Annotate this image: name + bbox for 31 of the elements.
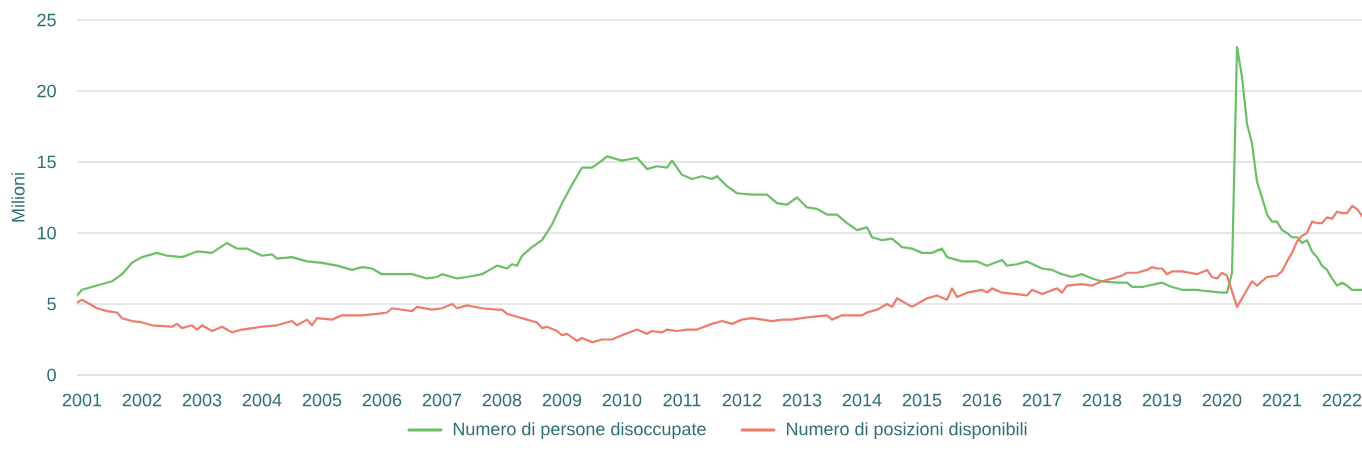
x-tick-label: 2005 <box>302 393 342 407</box>
y-tick-label: 0 <box>47 368 56 382</box>
x-tick-label: 2014 <box>842 393 882 407</box>
y-tick-label: 15 <box>37 155 56 169</box>
x-tick-label: 2018 <box>1082 393 1122 407</box>
y-tick-label: 5 <box>47 297 56 311</box>
y-axis-title: Milioni <box>11 173 25 222</box>
x-tick-label: 2004 <box>242 393 282 407</box>
x-tick-label: 2015 <box>902 393 942 407</box>
x-tick-label: 2016 <box>962 393 1002 407</box>
x-tick-label: 2010 <box>602 393 642 407</box>
x-tick-label: 2007 <box>422 393 462 407</box>
x-tick-label: 2019 <box>1142 393 1182 407</box>
x-tick-label: 2008 <box>482 393 522 407</box>
x-tick-label: 2011 <box>663 393 701 407</box>
x-tick-label: 2002 <box>122 393 162 407</box>
x-tick-label: 2012 <box>722 393 762 407</box>
x-tick-label: 2013 <box>782 393 822 407</box>
x-tick-label: 2022 <box>1322 393 1362 407</box>
y-tick-label: 20 <box>37 84 56 98</box>
y-tick-label: 25 <box>37 13 56 27</box>
y-tick-label: 10 <box>37 226 56 240</box>
x-tick-label: 2021 <box>1262 393 1302 407</box>
x-tick-label: 2006 <box>362 393 402 407</box>
legend-label: Numero di posizioni disponibili <box>786 422 1027 439</box>
x-tick-label: 2020 <box>1202 393 1242 407</box>
x-tick-label: 2001 <box>62 393 102 407</box>
x-tick-label: 2017 <box>1022 393 1062 407</box>
x-tick-label: 2003 <box>182 393 222 407</box>
legend-label: Numero di persone disoccupate <box>453 422 706 439</box>
x-tick-label: 2009 <box>542 393 582 407</box>
